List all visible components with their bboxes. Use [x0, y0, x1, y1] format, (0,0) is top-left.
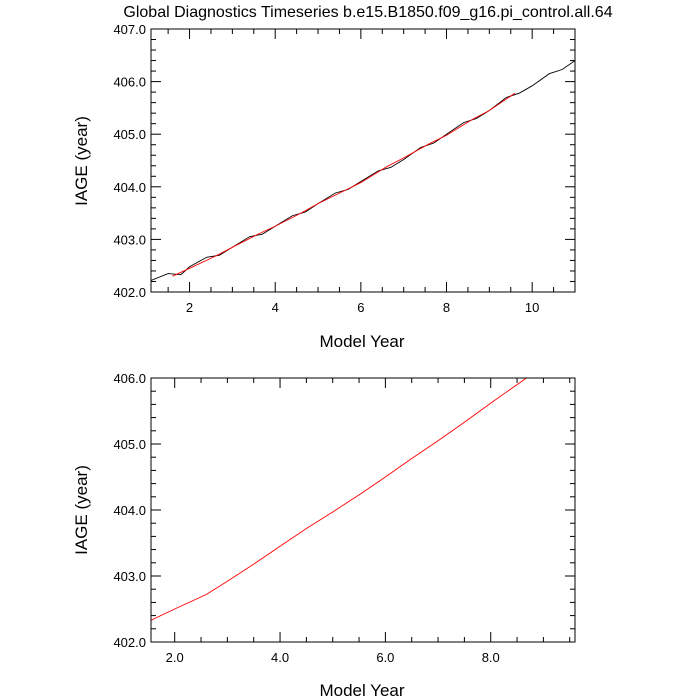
- plot-frame-top: [150, 28, 576, 293]
- chart-panel-bottom: Model Year IAGE (year) 2.0 4.0 6.0 8.0 402.0…: [72, 371, 576, 700]
- y-tick-label-bottom: 404.0: [113, 503, 146, 518]
- plot-frame-bottom: [150, 377, 576, 643]
- y-tick-label-top: 402.0: [113, 285, 146, 300]
- series-line-top-1: [172, 92, 516, 277]
- series-line-top-0: [151, 60, 575, 281]
- y-tick-label-top: 404.0: [113, 180, 146, 195]
- x-tick-label-top: 10: [525, 300, 539, 315]
- x-tick-label-bottom: 4.0: [271, 650, 289, 665]
- x-tick-label-bottom: 2.0: [166, 650, 184, 665]
- chart-title: Global Diagnostics Timeseries b.e15.B185…: [123, 4, 612, 21]
- y-tick-label-top: 403.0: [113, 232, 146, 247]
- y-tick-label-top: 407.0: [113, 22, 146, 37]
- y-axis-label-bottom: IAGE (year): [72, 465, 91, 555]
- y-tick-label-bottom: 403.0: [113, 569, 146, 584]
- y-tick-label-top: 405.0: [113, 127, 146, 142]
- y-tick-label-top: 406.0: [113, 75, 146, 90]
- y-axis-label-top: IAGE (year): [72, 116, 91, 206]
- x-tick-label-top: 6: [357, 300, 364, 315]
- x-tick-label-top: 2: [186, 300, 193, 315]
- series-line-bottom-0: [151, 378, 528, 621]
- x-tick-label-bottom: 6.0: [376, 650, 394, 665]
- x-axis-label-bottom: Model Year: [319, 681, 404, 700]
- x-tick-label-top: 4: [272, 300, 279, 315]
- x-axis-label-top: Model Year: [319, 332, 404, 351]
- x-tick-label-top: 8: [443, 300, 450, 315]
- chart-panel-top: Model Year IAGE (year) 2 4 6 8 10 402.0 403.0 4…: [72, 22, 576, 351]
- y-tick-label-bottom: 405.0: [113, 437, 146, 452]
- y-tick-label-bottom: 402.0: [113, 635, 146, 650]
- y-tick-label-bottom: 406.0: [113, 371, 146, 386]
- x-tick-label-bottom: 8.0: [482, 650, 500, 665]
